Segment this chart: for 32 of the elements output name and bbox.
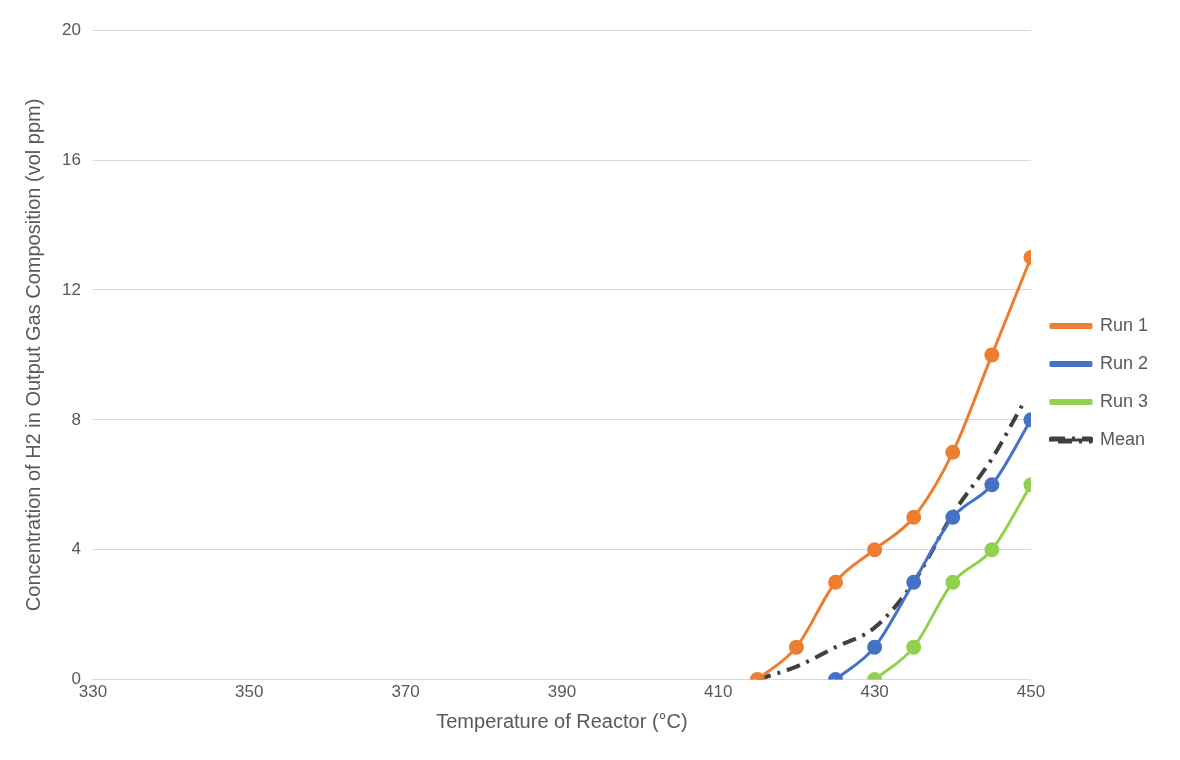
point: [906, 574, 922, 590]
x-tick-label: 370: [391, 682, 420, 702]
x-tick-label: 350: [235, 682, 264, 702]
point: [984, 347, 1000, 363]
point: [984, 542, 1000, 558]
y-tick-label: 0: [71, 669, 81, 689]
x-tick-label: 390: [547, 682, 577, 702]
x-tick-label: 330: [78, 682, 108, 702]
point: [867, 639, 883, 655]
legend-label: Mean: [1099, 428, 1145, 449]
x-tick-label: 450: [1016, 682, 1046, 702]
point: [867, 542, 883, 558]
x-tick-label: 430: [860, 682, 889, 702]
point: [906, 509, 922, 525]
legend-label: Run 3: [1099, 390, 1149, 411]
legend-label: Run 2: [1099, 352, 1149, 373]
y-tick-label: 4: [71, 539, 81, 559]
point: [945, 574, 961, 590]
y-tick-label: 20: [61, 19, 81, 39]
y-axis-title: Concentration of H2 in Output Gas Composition (vol ppm): [21, 98, 44, 612]
point: [788, 639, 804, 655]
y-tick-label: 16: [61, 149, 81, 169]
legend-label: Run 1: [1099, 314, 1149, 335]
y-tick-label: 8: [71, 409, 81, 429]
point: [828, 574, 844, 590]
point: [945, 444, 961, 460]
y-tick-label: 12: [61, 279, 81, 299]
x-axis-title: Temperature of Reactor (°C): [436, 709, 688, 732]
x-tick-label: 410: [704, 682, 733, 702]
point: [945, 509, 961, 525]
point: [906, 639, 922, 655]
point: [984, 477, 1000, 493]
